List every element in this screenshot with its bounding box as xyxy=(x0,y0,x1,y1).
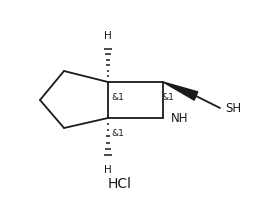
Text: H: H xyxy=(104,31,112,41)
Text: SH: SH xyxy=(225,102,241,115)
Polygon shape xyxy=(163,83,198,101)
Text: &1: &1 xyxy=(161,93,174,102)
Text: NH: NH xyxy=(171,112,188,125)
Text: &1: &1 xyxy=(111,128,124,137)
Text: &1: &1 xyxy=(111,93,124,102)
Text: H: H xyxy=(104,164,112,174)
Text: HCl: HCl xyxy=(108,177,132,191)
